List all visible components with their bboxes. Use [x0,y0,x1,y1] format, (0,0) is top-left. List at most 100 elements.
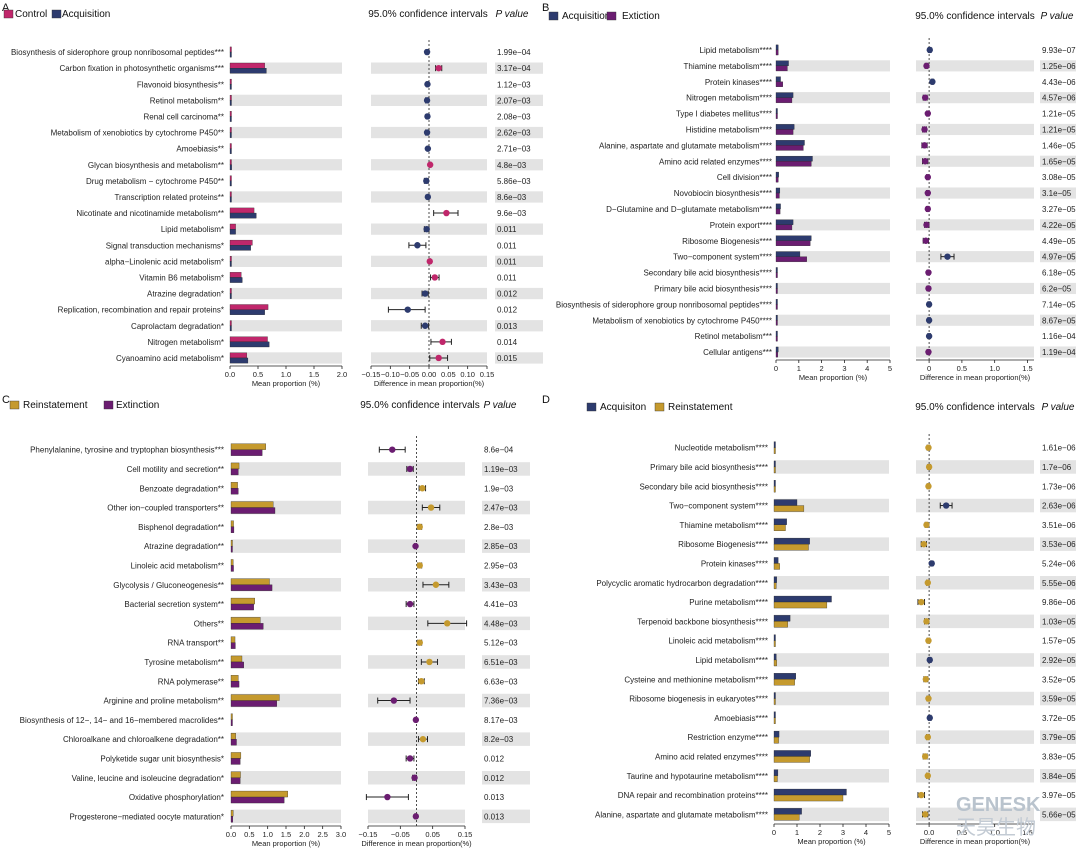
bar-extinction [230,526,235,533]
bar-x-tick-label: 0.0 [225,370,235,379]
diff-x-tick-label: 0.00 [422,370,437,379]
diff-point [921,753,929,760]
bar-x-axis-title: Mean proportion (%) [799,373,868,382]
p-value: 4.41e−03 [484,600,518,609]
bar-acquisition [229,309,265,315]
diff-point [921,811,929,818]
row-label: Carbon fixation in photosynthetic organi… [59,64,224,73]
row-band [1040,730,1076,744]
bar-extinction [230,623,264,630]
bar-reinstatement [773,621,788,628]
diff-point [925,637,932,644]
row-label: Two−component system**** [669,502,768,511]
bar-control [229,320,232,326]
bar-acquisition [229,196,232,203]
diff-point [418,678,425,685]
p-value: 3.1e−05 [1042,189,1072,198]
bar-acquisiton [773,557,779,564]
bar-control [229,78,232,85]
bar-reinstatement [773,486,776,493]
row-label: DNA repair and recombination proteins***… [618,791,768,800]
diff-point [406,755,414,762]
p-value: 1.99e−04 [497,48,531,57]
row-band [774,691,889,706]
diff-point [412,542,419,550]
row-band [482,693,530,708]
bar-acquisition [775,346,779,353]
row-band [231,732,341,746]
p-value: 1.9e−03 [484,484,514,493]
diff-point [412,716,420,724]
bar-reinstatement [230,810,234,817]
diff-x-tick-label: 0.05 [441,370,456,379]
legend-swatch-control [3,9,14,19]
row-label: Novobiocin biosynthesis**** [674,189,772,198]
p-value: 5.24e−06 [1042,559,1076,568]
bar-reinstatement [230,443,266,450]
bar-acquisition [229,228,236,235]
legend-label-extinction: Extinction [116,400,159,411]
row-label: Purine metabolism**** [689,598,768,607]
diff-point [384,793,391,801]
diff-point [921,158,929,165]
bar-reinstatement [773,717,776,724]
bar-acquisition [775,251,801,257]
bar-acquisition [229,51,232,58]
bar-reinstatement [773,544,809,551]
diff-x-tick-label: −0.05 [400,370,419,379]
row-band [368,616,465,631]
diff-x-tick-label: 0.15 [458,830,473,839]
bar-extinction [230,816,233,823]
row-label: Glycan biosynthesis and metabolism** [88,161,224,170]
bar-reinstatement [773,601,828,609]
diff-point [918,598,925,606]
panel-letter: C [2,394,10,406]
p-value: 4.48e−03 [484,619,518,628]
watermark-line1: GENESK [956,794,1041,816]
bar-control [229,95,232,101]
bar-acquisition [229,212,257,219]
diff-point [925,695,932,702]
diff-x-tick-label: 0.5 [957,828,967,837]
row-band [916,60,1034,72]
bar-extiction [775,288,778,294]
bar-extinction [230,719,233,726]
bar-x-axis-title: Mean proportion (%) [252,839,321,848]
p-value: 3.72e−05 [1042,714,1076,723]
p-value: 0.011 [497,225,517,234]
diff-point [925,332,933,340]
diff-point [431,274,438,281]
bar-extinction [230,584,273,591]
diff-point [432,581,440,588]
diff-point [924,733,931,741]
p-value: 9.86e−06 [1042,598,1076,607]
p-value: 1.46e−05 [1042,141,1076,150]
diff-point [421,322,429,329]
bar-reinstatement [773,775,778,782]
bar-x-tick-label: 5 [888,364,892,373]
row-label: Flavonoid biosynthesis** [137,80,224,89]
bar-reinstatement [773,582,777,589]
bar-extiction [775,192,780,199]
row-label: Arginine and proline metabolism** [103,697,224,706]
bar-reinstatement [230,520,234,527]
diff-point [416,562,423,569]
row-label: Cell division**** [717,173,772,182]
row-label: Primary bile acid biosynthesis**** [650,463,768,472]
p-value: 3.53e−06 [1042,540,1076,549]
diff-point [423,97,431,104]
bar-acquisition [229,84,232,90]
bar-reinstatement [773,659,777,667]
row-label: Signal transduction mechanisms* [106,241,224,250]
bar-x-tick-label: 3 [841,828,845,837]
legend-label-reinstatement: Reinstatement [668,402,733,413]
row-label: Metabolism of xenobiotics by cytochrome … [592,316,772,325]
legend-label-acquisition: Acquisition [562,11,610,22]
p-value: 2.07e−03 [497,96,531,105]
bar-acquisition [775,108,778,114]
diff-point [423,129,431,136]
diff-x-tick-label: 1.0 [989,364,999,373]
diff-point [925,285,932,292]
row-label: Thiamine metabolism**** [684,62,772,71]
